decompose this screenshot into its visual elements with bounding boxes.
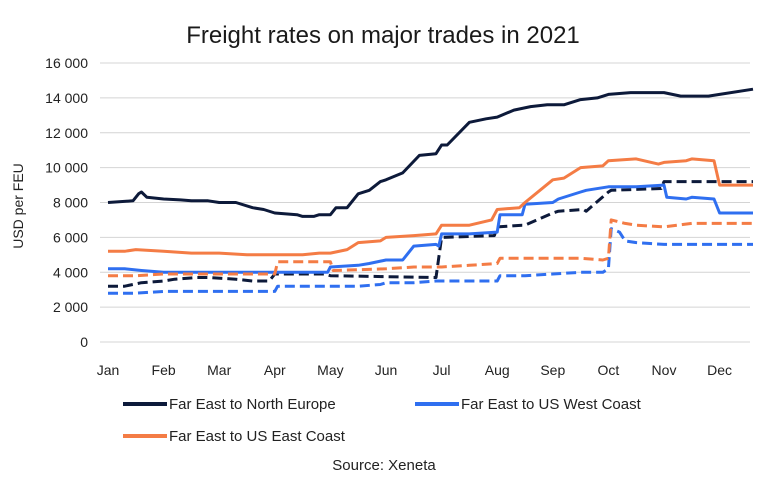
legend-item-north-europe[interactable]: Far East to North Europe (123, 396, 336, 413)
series-line-2 (108, 183, 753, 274)
x-tick-label: Jan (97, 362, 120, 378)
series-line-0 (107, 87, 754, 218)
chart-title: Freight rates on major trades in 2021 (186, 22, 580, 49)
series-line-3 (108, 227, 753, 295)
y-axis-label: USD per FEU (10, 163, 26, 249)
x-tick-label: Feb (152, 362, 176, 378)
x-tick-label: Mar (207, 362, 231, 378)
legend-item-us-east-coast[interactable]: Far East to US East Coast (123, 428, 346, 445)
y-tick-label: 4 000 (53, 264, 88, 280)
y-tick-label: 2 000 (53, 299, 88, 315)
x-tick-label: Apr (264, 362, 286, 378)
x-tick-label: Jul (433, 362, 451, 378)
x-tick-label: Dec (707, 362, 732, 378)
series-line-1 (108, 180, 753, 288)
series-lines (107, 87, 754, 295)
y-tick-label: 10 000 (45, 160, 88, 176)
series-line-4 (108, 157, 753, 257)
y-tick-label: 0 (80, 334, 88, 350)
legend-item-us-west-coast[interactable]: Far East to US West Coast (415, 396, 642, 413)
legend-label-us-east-coast: Far East to US East Coast (169, 428, 346, 445)
gridlines (100, 62, 750, 343)
legend-label-us-west-coast: Far East to US West Coast (461, 396, 642, 413)
x-tick-label: Aug (485, 362, 510, 378)
x-tick-label: Oct (598, 362, 620, 378)
x-tick-label: Sep (540, 362, 565, 378)
legend: Far East to North Europe Far East to US … (123, 396, 642, 445)
x-tick-label: May (317, 362, 343, 378)
x-tick-label: Jun (375, 362, 398, 378)
series-line-5 (108, 218, 753, 278)
x-tick-label: Nov (652, 362, 677, 378)
source-note: Source: Xeneta (332, 457, 436, 474)
y-axis-ticks: 0 2 000 4 000 6 000 8 000 10 000 12 000 14 000 1… (45, 55, 88, 350)
y-tick-label: 12 000 (45, 125, 88, 141)
y-tick-label: 6 000 (53, 229, 88, 245)
x-axis-ticks: Jan Feb Mar Apr May Jun Jul Aug Sep Oct Nov Dec (97, 362, 732, 378)
y-tick-label: 14 000 (45, 90, 88, 106)
legend-label-north-europe: Far East to North Europe (169, 396, 336, 413)
y-tick-label: 8 000 (53, 195, 88, 211)
y-tick-label: 16 000 (45, 55, 88, 71)
